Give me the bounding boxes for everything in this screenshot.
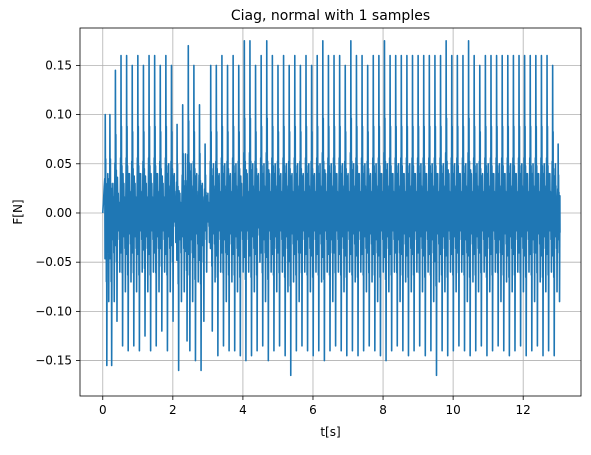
y-tick-label: 0.05 xyxy=(45,157,72,171)
y-tick-label: −0.10 xyxy=(35,304,72,318)
y-tick-label: −0.05 xyxy=(35,255,72,269)
x-tick-label: 4 xyxy=(239,403,247,417)
y-tick-label: 0.00 xyxy=(45,206,72,220)
x-tick-label: 2 xyxy=(169,403,177,417)
x-axis-label: t[s] xyxy=(320,425,340,439)
chart-title: Ciag, normal with 1 samples xyxy=(231,8,430,24)
y-tick-label: −0.15 xyxy=(35,354,72,368)
series-layer xyxy=(101,39,561,377)
y-tick-label: 0.10 xyxy=(45,108,72,122)
y-axis-ticks: −0.15 −0.10 −0.05 0.00 0.05 0.10 0.15 xyxy=(35,58,80,368)
y-tick-label: 0.15 xyxy=(45,58,72,72)
x-axis-ticks: 0 2 4 6 8 10 12 xyxy=(99,396,531,417)
y-axis-label: F[N] xyxy=(11,199,25,224)
series-line xyxy=(101,39,561,377)
x-tick-label: 6 xyxy=(309,403,317,417)
plot-frame xyxy=(79,27,582,397)
x-tick-label: 8 xyxy=(379,403,387,417)
x-tick-label: 10 xyxy=(445,403,460,417)
x-tick-label: 0 xyxy=(99,403,107,417)
x-tick-label: 12 xyxy=(516,403,531,417)
